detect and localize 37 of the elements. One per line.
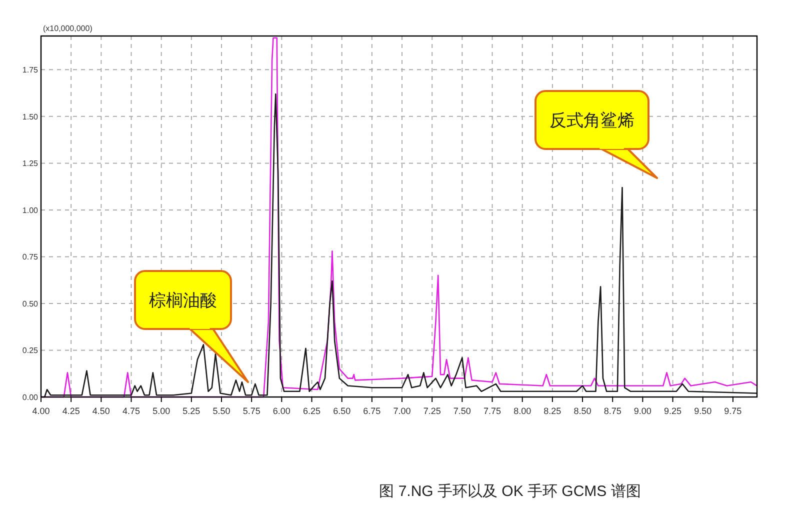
x-tick-label: 7.25 (423, 406, 441, 416)
x-tick-label: 9.75 (724, 406, 742, 416)
x-tick-label: 8.75 (604, 406, 622, 416)
y-tick-label: 1.75 (22, 66, 39, 75)
x-tick-label: 6.75 (363, 406, 381, 416)
x-tick-label: 5.75 (242, 406, 260, 416)
y-tick-label: 0.25 (22, 346, 39, 356)
x-tick-label: 9.25 (664, 406, 682, 416)
y-axis-title: (x10,000,000) (43, 24, 93, 33)
x-tick-label: 4.00 (32, 406, 50, 416)
x-tick-label: 7.50 (453, 406, 471, 416)
annotation: 反式角鲨烯 (550, 111, 634, 130)
y-tick-label: 1.25 (22, 159, 39, 168)
y-tick-label: 0.00 (22, 393, 39, 402)
x-tick-label: 4.75 (122, 406, 140, 416)
x-tick-label: 6.25 (302, 406, 321, 416)
x-tick-label: 6.00 (272, 406, 290, 416)
x-tick-label: 4.25 (62, 406, 80, 416)
x-tick-label: 4.50 (92, 406, 110, 416)
x-tick-label: 9.00 (634, 406, 652, 416)
y-tick-label: 1.00 (22, 206, 39, 215)
x-tick-label: 5.25 (182, 406, 200, 416)
line-series (40, 37, 758, 398)
x-tick-label: 8.25 (544, 406, 562, 416)
x-tick-label: 6.50 (333, 406, 351, 416)
x-tick-label: 5.00 (152, 406, 170, 416)
x-tick-label: 9.50 (694, 406, 712, 416)
y-tick-label: 0.50 (22, 299, 39, 308)
x-tick-label: 7.75 (483, 406, 502, 416)
x-tick-label: 5.50 (212, 406, 230, 416)
x-tick-label: 8.50 (574, 406, 592, 416)
x-tick-label: 7.00 (393, 406, 411, 416)
y-tick-label: 1.50 (22, 112, 39, 122)
caption: 图 7.NG 手环以及 OK 手环 GCMS 谱图 (379, 483, 641, 500)
x-tick-label: 8.00 (514, 406, 532, 416)
annotation: 棕榈油酸 (149, 291, 217, 310)
y-tick-label: 0.75 (22, 252, 39, 262)
